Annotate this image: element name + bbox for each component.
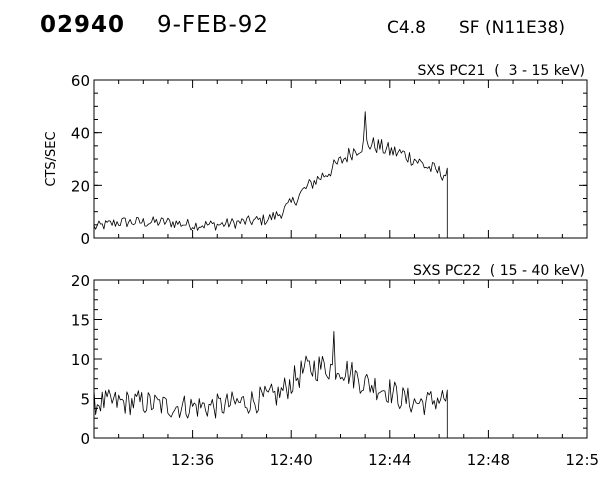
chart-panel-2: 0 5 10 15 20 12:36 12:40 12:44 12:48 12:52 SXS PC2… xyxy=(71,263,600,469)
event-date: 9-FEB-92 xyxy=(157,12,270,38)
event-id: 02940 xyxy=(40,12,126,38)
y-tick-label: 40 xyxy=(71,125,90,143)
x-tick-label: 12:40 xyxy=(270,451,313,469)
chart-panel-1: 0 20 40 60 SXS PC21 ( 3 - 15 keV) CTS/SEC xyxy=(44,63,588,248)
y-tick-label: 10 xyxy=(71,351,90,369)
y-tick-label: 0 xyxy=(80,430,90,448)
panel-title: SXS PC22 ( 15 - 40 keV) xyxy=(413,263,585,279)
x-tick-label: 12:52 xyxy=(565,451,600,469)
flare-class: C4.8 xyxy=(387,18,426,38)
panel-title: SXS PC21 ( 3 - 15 keV) xyxy=(418,63,586,79)
x-tick-label: 12:36 xyxy=(171,451,214,469)
y-tick-label: 20 xyxy=(71,272,90,290)
y-tick-label: 60 xyxy=(71,72,90,90)
flare-location: SF (N11E38) xyxy=(459,18,565,38)
y-tick-label: 0 xyxy=(80,230,90,248)
y-tick-label: 5 xyxy=(80,391,90,409)
x-tick-label: 12:48 xyxy=(467,451,510,469)
series-line xyxy=(93,331,448,438)
y-tick-label: 20 xyxy=(71,177,90,195)
x-tick-label: 12:44 xyxy=(368,451,411,469)
plot-frame xyxy=(93,279,588,439)
series-line xyxy=(93,111,448,238)
plot-frame xyxy=(93,79,588,239)
y-axis-label: CTS/SEC xyxy=(44,131,59,186)
y-tick-label: 15 xyxy=(71,312,90,330)
